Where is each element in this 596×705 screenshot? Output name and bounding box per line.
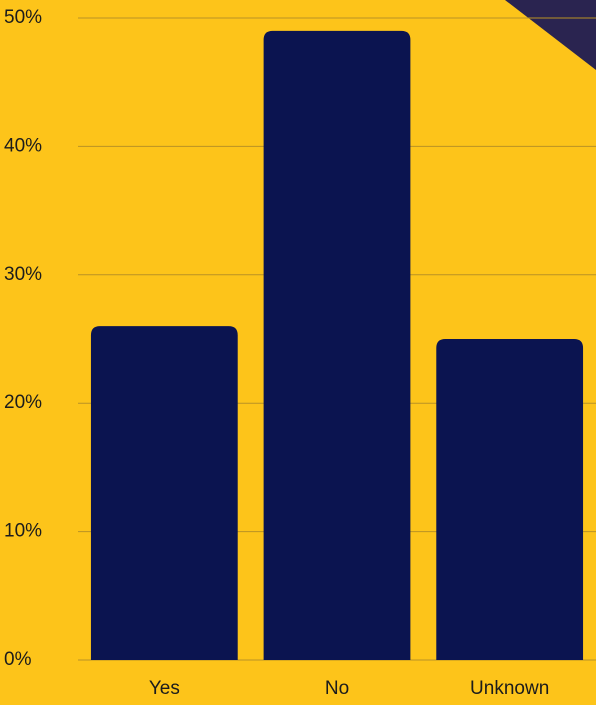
y-tick-label: 30% [4, 264, 42, 285]
y-tick-label: 20% [4, 392, 42, 413]
bar [436, 339, 584, 660]
x-tick-label: Unknown [470, 678, 549, 699]
y-tick-label: 40% [4, 135, 42, 156]
y-tick-label: 0% [4, 649, 32, 670]
y-tick-label: 50% [4, 7, 42, 28]
y-tick-label: 10% [4, 521, 42, 542]
mark-layer: Yes No Unknown [90, 30, 584, 699]
bar [90, 326, 238, 660]
grid-layer: 0% 10% 20% 30% 40% 50% [4, 7, 596, 670]
x-tick-label: Yes [149, 678, 180, 699]
bar [263, 30, 411, 660]
x-tick-label: No [325, 678, 349, 699]
